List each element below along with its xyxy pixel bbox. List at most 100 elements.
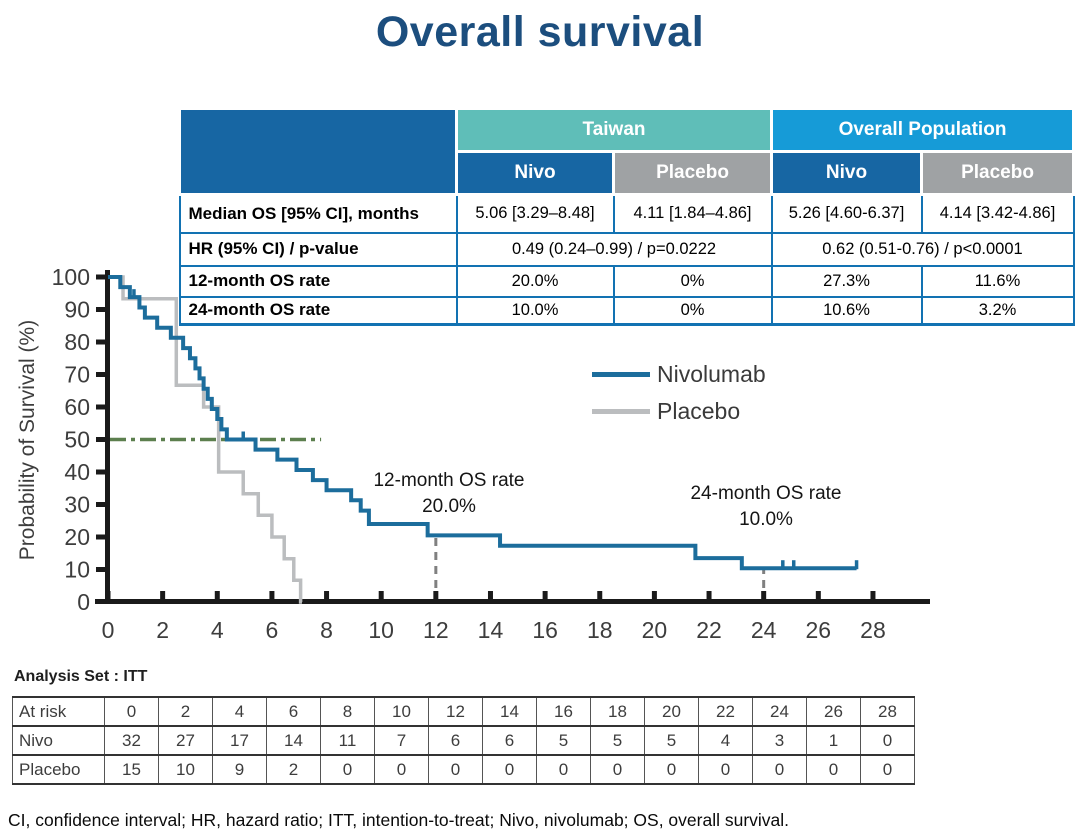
atrisk-count-cell: 0 bbox=[644, 754, 699, 785]
y-tick-label: 100 bbox=[52, 264, 90, 290]
atrisk-count-cell: 11 bbox=[320, 725, 375, 756]
y-tick-label: 20 bbox=[64, 524, 90, 550]
analysis-set-label: Analysis Set : ITT bbox=[14, 668, 148, 685]
x-tick-label: 22 bbox=[696, 617, 722, 643]
atrisk-count-cell: 10 bbox=[158, 754, 213, 785]
atrisk-count-cell: 27 bbox=[158, 725, 213, 756]
summary-row: Median OS [95% CI], months 5.06 [3.29–8.4… bbox=[178, 193, 1075, 234]
atrisk-count-cell: 14 bbox=[266, 725, 321, 756]
atrisk-month-header: 26 bbox=[806, 696, 861, 727]
summary-value-cell: 0.62 (0.51-0.76) / p<0.0001 bbox=[770, 231, 1075, 267]
summary-table-body: Median OS [95% CI], months 5.06 [3.29–8.4… bbox=[178, 193, 1075, 326]
x-tick-label: 26 bbox=[806, 617, 832, 643]
y-tick-label: 80 bbox=[64, 329, 90, 355]
summary-value-cell: 4.11 [1.84–4.86] bbox=[612, 193, 773, 234]
atrisk-month-header: 10 bbox=[374, 696, 429, 727]
atrisk-month-header: 22 bbox=[698, 696, 753, 727]
atrisk-count-cell: 0 bbox=[536, 754, 591, 785]
summary-corner-cell bbox=[178, 107, 458, 196]
summary-row: 24-month OS rate 10.0% 0% 10.6% 3.2% bbox=[178, 295, 1075, 326]
y-tick-label: 60 bbox=[64, 394, 90, 420]
at-risk-table: At risk 0 2 4 6 8 10 12 14 16 18 20 22 24 26 28 Nivo 32 2… bbox=[12, 696, 915, 785]
x-tick-label: 12 bbox=[423, 617, 449, 643]
y-tick-label: 0 bbox=[77, 589, 90, 615]
summary-value-cell: 5.26 [4.60-6.37] bbox=[770, 193, 923, 234]
atrisk-count-cell: 5 bbox=[536, 725, 591, 756]
atrisk-count-cell: 15 bbox=[104, 754, 159, 785]
atrisk-count-cell: 17 bbox=[212, 725, 267, 756]
summary-row-label: 24-month OS rate bbox=[178, 295, 458, 326]
atrisk-count-cell: 1 bbox=[806, 725, 861, 756]
y-tick-label: 30 bbox=[64, 492, 90, 518]
x-tick-label: 10 bbox=[368, 617, 394, 643]
annotation-24-month-value: 10.0% bbox=[739, 509, 793, 530]
atrisk-header-label: At risk bbox=[12, 696, 105, 727]
annotation-24-month-os: 24-month OS rate 10.0% bbox=[685, 481, 847, 533]
atrisk-count-cell: 0 bbox=[860, 754, 915, 785]
annotation-12-month-label: 12-month OS rate bbox=[373, 470, 525, 491]
footnote: CI, confidence interval; HR, hazard rati… bbox=[8, 810, 790, 830]
atrisk-count-cell: 0 bbox=[590, 754, 645, 785]
atrisk-month-header: 4 bbox=[212, 696, 267, 727]
summary-table: Taiwan Overall Population Nivo Placebo N… bbox=[178, 107, 1075, 326]
y-tick-label: 10 bbox=[64, 557, 90, 583]
atrisk-month-header: 28 bbox=[860, 696, 915, 727]
atrisk-count-cell: 5 bbox=[644, 725, 699, 756]
x-tick-label: 18 bbox=[587, 617, 613, 643]
atrisk-count-cell: 9 bbox=[212, 754, 267, 785]
x-tick-label: 28 bbox=[860, 617, 886, 643]
summary-value-cell: 11.6% bbox=[920, 264, 1075, 298]
atrisk-count-cell: 0 bbox=[752, 754, 807, 785]
legend-label-nivolumab: Nivolumab bbox=[657, 361, 766, 387]
atrisk-count-cell: 4 bbox=[698, 725, 753, 756]
atrisk-count-cell: 0 bbox=[860, 725, 915, 756]
annotation-12-month-value: 20.0% bbox=[422, 496, 476, 517]
placebo-line-swatch bbox=[592, 409, 650, 414]
x-tick-label: 24 bbox=[751, 617, 777, 643]
atrisk-month-header: 16 bbox=[536, 696, 591, 727]
subheader-taiwan-nivo: Nivo bbox=[455, 150, 615, 196]
atrisk-month-header: 18 bbox=[590, 696, 645, 727]
atrisk-row-label: Placebo bbox=[12, 754, 105, 785]
atrisk-month-header: 24 bbox=[752, 696, 807, 727]
y-tick-label: 90 bbox=[64, 297, 90, 323]
atrisk-count-cell: 2 bbox=[266, 754, 321, 785]
y-axis-title: Probability of Survival (%) bbox=[16, 319, 39, 561]
summary-row-label: HR (95% CI) / p-value bbox=[178, 231, 458, 267]
atrisk-count-cell: 7 bbox=[374, 725, 429, 756]
atrisk-month-header: 12 bbox=[428, 696, 483, 727]
atrisk-count-cell: 0 bbox=[482, 754, 537, 785]
legend-label-placebo: Placebo bbox=[657, 398, 741, 424]
group-header-overall-population: Overall Population bbox=[770, 107, 1075, 153]
atrisk-count-cell: 0 bbox=[698, 754, 753, 785]
summary-value-cell: 10.0% bbox=[455, 295, 615, 326]
atrisk-month-header: 6 bbox=[266, 696, 321, 727]
atrisk-month-header: 2 bbox=[158, 696, 213, 727]
y-tick-label: 50 bbox=[64, 427, 90, 453]
x-tick-label: 8 bbox=[320, 617, 333, 643]
subheader-taiwan-placebo: Placebo bbox=[612, 150, 773, 196]
summary-value-cell: 4.14 [3.42-4.86] bbox=[920, 193, 1075, 234]
atrisk-month-header: 0 bbox=[104, 696, 159, 727]
y-tick-label: 40 bbox=[64, 459, 90, 485]
atrisk-count-cell: 6 bbox=[428, 725, 483, 756]
y-tick-label: 70 bbox=[64, 362, 90, 388]
legend-item-placebo: Placebo bbox=[592, 393, 766, 430]
summary-value-cell: 20.0% bbox=[455, 264, 615, 298]
atrisk-count-cell: 0 bbox=[428, 754, 483, 785]
atrisk-count-cell: 32 bbox=[104, 725, 159, 756]
annotation-12-month-os: 12-month OS rate 20.0% bbox=[368, 468, 530, 520]
atrisk-row: Placebo 15 10 9 2 0 0 0 0 0 0 0 0 0 0 0 bbox=[12, 754, 915, 785]
atrisk-row-label: Nivo bbox=[12, 725, 105, 756]
atrisk-row: Nivo 32 27 17 14 11 7 6 6 5 5 5 4 3 1 0 bbox=[12, 725, 915, 756]
x-tick-label: 2 bbox=[156, 617, 169, 643]
atrisk-count-cell: 5 bbox=[590, 725, 645, 756]
annotation-24-month-label: 24-month OS rate bbox=[690, 483, 842, 504]
subheader-overall-placebo: Placebo bbox=[920, 150, 1075, 196]
atrisk-header-row: At risk 0 2 4 6 8 10 12 14 16 18 20 22 24 26 28 bbox=[12, 696, 915, 727]
atrisk-month-header: 20 bbox=[644, 696, 699, 727]
summary-row-label: 12-month OS rate bbox=[178, 264, 458, 298]
legend: Nivolumab Placebo bbox=[592, 356, 766, 430]
x-tick-label: 0 bbox=[102, 617, 115, 643]
legend-item-nivolumab: Nivolumab bbox=[592, 356, 766, 393]
